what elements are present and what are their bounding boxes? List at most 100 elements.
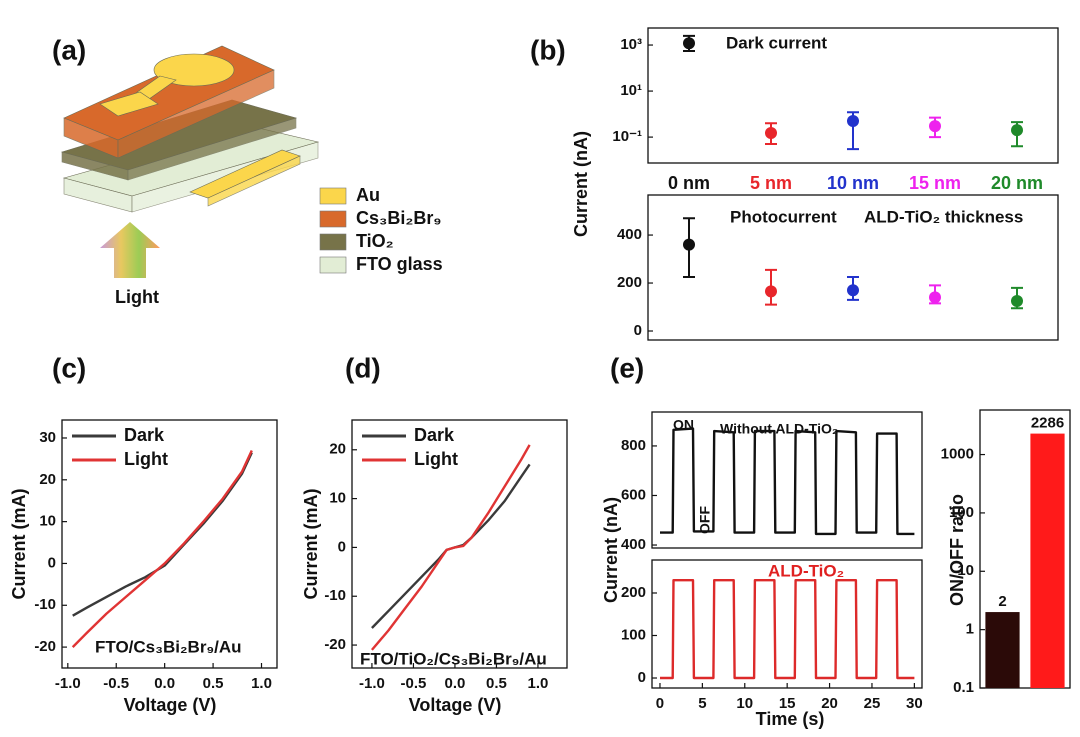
legend-label: Dark xyxy=(124,425,165,445)
au-contact xyxy=(99,91,159,117)
y-tick-label: 800 xyxy=(621,437,646,454)
data-point xyxy=(929,291,941,304)
data-point xyxy=(847,284,859,297)
plot-frame xyxy=(647,27,1059,164)
data-line xyxy=(660,427,915,536)
y-tick-label: 30 xyxy=(39,429,56,446)
y-tick-label: 20 xyxy=(329,441,346,458)
legend-swatch xyxy=(319,256,347,274)
annotation: Photocurrent xyxy=(730,207,837,226)
y-axis-label: Current (mA) xyxy=(9,488,29,599)
data-line xyxy=(71,449,253,648)
legend-swatch xyxy=(319,187,347,205)
category-label: 10 nm xyxy=(827,173,879,193)
x-tick-label: 0.0 xyxy=(154,675,175,692)
x-tick-label: -0.5 xyxy=(400,675,426,692)
x-tick-label: 0.5 xyxy=(486,675,507,692)
bar xyxy=(1030,433,1065,688)
x-axis-label: Time (s) xyxy=(756,709,825,729)
y-tick-label: -10 xyxy=(34,596,56,613)
y-tick-label: 10 xyxy=(957,562,974,579)
legend-label: Cs₃Bi₂Br₉ xyxy=(356,208,441,228)
x-tick-label: 0 xyxy=(656,695,664,712)
plot-frame xyxy=(351,419,568,669)
legend-label: Dark xyxy=(414,425,455,445)
x-tick-label: 5 xyxy=(698,695,706,712)
x-tick-label: 0.0 xyxy=(445,675,466,692)
x-tick-label: 10 xyxy=(736,695,753,712)
y-tick-label: 600 xyxy=(621,486,646,503)
y-tick-label: -20 xyxy=(34,638,56,655)
y-tick-label: 100 xyxy=(949,504,974,521)
perovskite-side xyxy=(117,69,275,159)
data-point xyxy=(929,120,941,133)
annotation: ALD-TiO₂ thickness xyxy=(864,207,1023,226)
y-tick-label: 0 xyxy=(338,538,346,555)
data-label: 2 xyxy=(998,593,1006,610)
annotation: Dark current xyxy=(726,33,827,52)
panel-label: (d) xyxy=(345,352,381,383)
data-point xyxy=(847,115,859,128)
x-tick-label: 25 xyxy=(864,695,881,712)
x-tick-label: 20 xyxy=(821,695,838,712)
annotation: FTO/TiO₂/Cs₃Bi₂Br₉/Au xyxy=(360,649,547,668)
plot-frame xyxy=(61,419,278,669)
data-point xyxy=(1011,295,1023,308)
x-tick-label: -1.0 xyxy=(359,675,385,692)
arrow-label: Light xyxy=(115,287,159,307)
plot-frame xyxy=(979,409,1071,689)
data-line xyxy=(660,579,915,680)
y-tick-label: 10⁻¹ xyxy=(612,128,642,145)
category-label: 20 nm xyxy=(991,173,1043,193)
y-tick-label: 400 xyxy=(621,536,646,553)
y-tick-label: -20 xyxy=(324,636,346,653)
data-line xyxy=(370,444,531,651)
legend-label: Light xyxy=(414,449,458,469)
plot-frame xyxy=(647,194,1059,341)
y-tick-label: 10³ xyxy=(620,36,642,53)
annotation: OFF xyxy=(697,506,713,534)
device-diagram xyxy=(60,45,320,278)
panel-label: (b) xyxy=(530,34,566,65)
y-tick-label: 100 xyxy=(621,626,646,643)
y-axis-label: Current (mA) xyxy=(301,488,321,599)
tio2-side xyxy=(127,117,297,181)
data-point xyxy=(765,285,777,298)
category-label: 5 nm xyxy=(750,173,792,193)
y-tick-label: 200 xyxy=(621,584,646,601)
y-tick-label: 0 xyxy=(48,554,56,571)
annotation: ALD-TiO₂ xyxy=(768,561,844,580)
x-tick-label: -1.0 xyxy=(55,675,81,692)
y-tick-label: 0.1 xyxy=(953,679,974,696)
x-axis-label: Voltage (V) xyxy=(124,695,217,715)
legend-swatch xyxy=(319,210,347,228)
x-tick-label: 1.0 xyxy=(251,675,272,692)
au-pad xyxy=(153,53,235,87)
y-tick-label: 0 xyxy=(634,322,642,339)
bar xyxy=(985,612,1020,688)
legend-label: Light xyxy=(124,449,168,469)
y-tick-label: 10 xyxy=(329,490,346,507)
y-tick-label: 10 xyxy=(39,513,56,530)
x-tick-label: 1.0 xyxy=(528,675,549,692)
panel-label: (a) xyxy=(52,34,86,65)
y-tick-label: 1 xyxy=(966,621,974,638)
light-arrow xyxy=(100,222,160,278)
y-tick-label: 10¹ xyxy=(620,82,642,99)
data-point xyxy=(1011,124,1023,137)
y-tick-label: 20 xyxy=(39,471,56,488)
x-tick-label: -0.5 xyxy=(103,675,129,692)
panel-label: (c) xyxy=(52,352,86,383)
data-line xyxy=(72,452,253,617)
legend-label: Au xyxy=(356,185,380,205)
panel-label: (e) xyxy=(610,352,644,383)
category-label: 15 nm xyxy=(909,173,961,193)
legend-label: FTO glass xyxy=(356,254,443,274)
data-label: 2286 xyxy=(1031,415,1064,432)
data-point xyxy=(683,238,695,251)
y-axis-label: ON/OFF ratio xyxy=(947,494,967,606)
y-tick-label: 0 xyxy=(638,669,646,686)
legend-label: TiO₂ xyxy=(356,231,394,251)
data-point xyxy=(765,127,777,140)
